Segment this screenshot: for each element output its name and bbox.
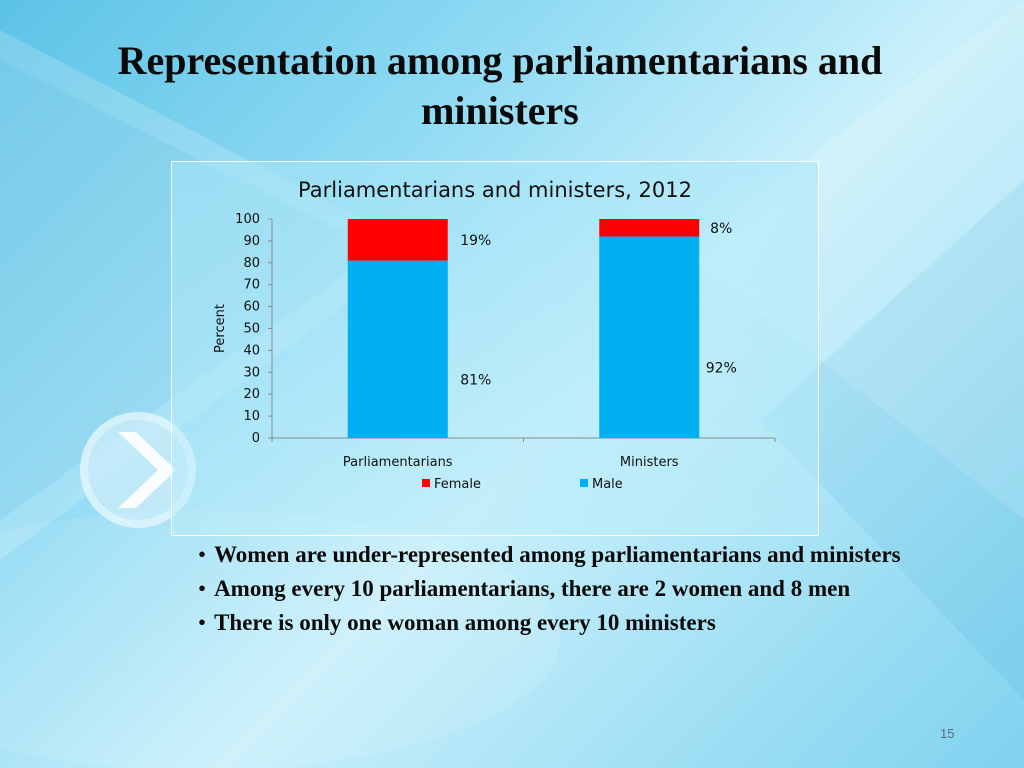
data-label: 19%	[460, 233, 491, 249]
y-tick-label: 10	[243, 409, 260, 424]
x-tick-label: Ministers	[620, 455, 679, 470]
legend-label: Female	[434, 477, 481, 492]
bar-female-ministers	[599, 219, 700, 237]
bullet-item: • Among every 10 parliamentarians, there …	[198, 576, 851, 601]
y-tick-label: 20	[243, 387, 260, 402]
legend-label: Male	[592, 477, 623, 492]
y-tick-label: 60	[243, 300, 260, 315]
y-axis-label: Percent	[213, 304, 228, 353]
y-tick-label: 0	[252, 431, 260, 446]
bullet-list: • Women are under-represented among parli…	[198, 538, 938, 640]
bar-male-parliamentarians	[347, 260, 448, 438]
bullet-text: There is only one woman among every 10 m…	[214, 610, 716, 635]
bullet-item: • Women are under-represented among parli…	[198, 542, 901, 567]
data-label: 8%	[710, 221, 732, 237]
data-label: 92%	[706, 360, 737, 376]
slide-title: Representation among parliamentarians an…	[117, 38, 883, 133]
chart-title: Parliamentarians and ministers, 2012	[298, 178, 692, 202]
x-tick-label: Parliamentarians	[343, 455, 453, 470]
y-tick-label: 50	[243, 322, 260, 337]
y-tick-label: 90	[243, 234, 260, 249]
bar-male-ministers	[599, 236, 700, 438]
stacked-bar-chart: 0 10 20 30 40 50 60 70 80 90 100 Percent 81% 19% Parli…	[213, 212, 776, 492]
bar-female-parliamentarians	[347, 219, 448, 261]
bullet-item: • There is only one woman among every 10 …	[198, 610, 716, 635]
y-tick-label: 40	[243, 343, 260, 358]
legend-swatch-female	[422, 479, 430, 487]
legend-swatch-male	[580, 479, 588, 487]
bullet-text: Women are under-represented among parlia…	[214, 542, 901, 567]
y-tick-label: 100	[235, 212, 260, 227]
y-tick-label: 80	[243, 256, 260, 271]
slide-number: 15	[940, 726, 955, 741]
y-tick-label: 30	[243, 365, 260, 380]
y-tick-label: 70	[243, 278, 260, 293]
bullet-text: Among every 10 parliamentarians, there a…	[214, 576, 851, 601]
chevron-right-icon	[80, 412, 196, 528]
data-label: 81%	[460, 372, 491, 388]
chart-panel: Parliamentarians and ministers, 2012 0 10…	[171, 161, 819, 536]
